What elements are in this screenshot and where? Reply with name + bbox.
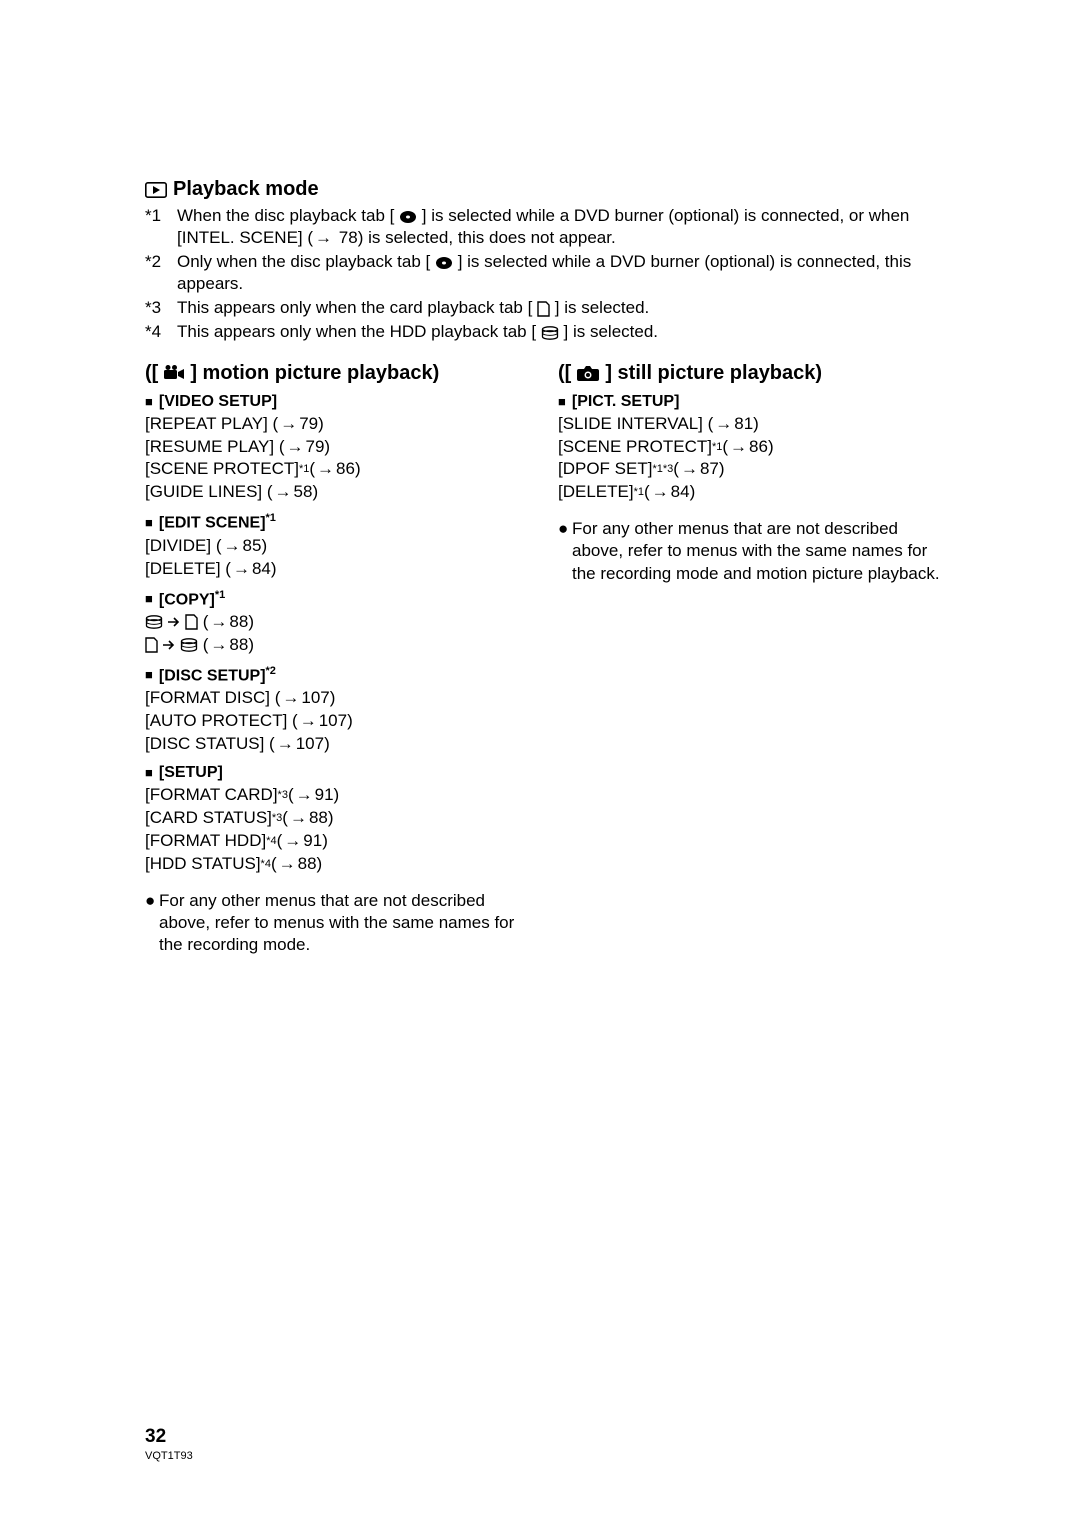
menu-item: [SLIDE INTERVAL] (→ 81) <box>558 413 945 436</box>
hdd-icon <box>180 638 198 652</box>
disc-icon <box>399 210 417 224</box>
card-icon <box>145 637 158 653</box>
copy-heading: ■[COPY]*1 <box>145 589 532 609</box>
footnotes: *1 When the disc playback tab [ ] is sel… <box>145 205 945 344</box>
menu-item: [DPOF SET]*1*3 (→ 87) <box>558 458 945 481</box>
arrow-icon: → <box>317 458 334 481</box>
right-arrow-icon <box>167 616 181 628</box>
arrow-icon: → <box>275 481 292 504</box>
menu-item: [SCENE PROTECT]*1 (→ 86) <box>558 436 945 459</box>
left-note-text: For any other menus that are not describ… <box>159 890 532 956</box>
camera-icon <box>577 365 599 381</box>
left-column: ([ ] motion picture playback) ■[VIDEO SE… <box>145 356 532 956</box>
menu-item: [GUIDE LINES] (→ 58) <box>145 481 532 504</box>
menu-item: [DIVIDE] (→ 85) <box>145 535 532 558</box>
right-arrow-icon <box>162 639 176 651</box>
footnote-4: *4 This appears only when the HDD playba… <box>145 321 945 343</box>
hdd-icon <box>145 615 163 629</box>
arrow-icon: → <box>315 228 332 247</box>
arrow-icon: → <box>300 710 317 733</box>
menu-item: [FORMAT CARD]*3 (→ 91) <box>145 784 532 807</box>
edit-scene-heading: ■[EDIT SCENE]*1 <box>145 512 532 532</box>
disc-setup-heading: ■[DISC SETUP]*2 <box>145 665 532 685</box>
play-icon <box>145 182 167 198</box>
arrow-icon: → <box>296 784 313 807</box>
arrow-icon: → <box>652 481 669 504</box>
arrow-icon: → <box>224 535 241 558</box>
menu-item: [DELETE]*1 (→ 84) <box>558 481 945 504</box>
menu-item: [AUTO PROTECT] (→ 107) <box>145 710 532 733</box>
page: Playback mode *1 When the disc playback … <box>0 0 1080 1526</box>
footnote-text: Only when the disc playback tab [ ] is s… <box>177 251 945 295</box>
page-number: 32 <box>145 1426 166 1448</box>
document-id: VQT1T93 <box>145 1450 193 1462</box>
bullet-icon: ● <box>145 890 159 956</box>
square-bullet-icon: ■ <box>145 591 153 606</box>
arrow-icon: → <box>279 853 296 876</box>
left-note: ● For any other menus that are not descr… <box>145 890 532 956</box>
menu-item: [SCENE PROTECT]*1 (→ 86) <box>145 458 532 481</box>
columns: ([ ] motion picture playback) ■[VIDEO SE… <box>145 356 945 956</box>
motion-picture-heading: ([ ] motion picture playback) <box>145 362 532 385</box>
square-bullet-icon: ■ <box>145 667 153 682</box>
still-picture-heading: ([ ] still picture playback) <box>558 362 945 385</box>
video-icon <box>164 365 184 381</box>
hdd-icon <box>541 326 559 340</box>
footnote-mark: *1 <box>145 205 177 249</box>
arrow-icon: → <box>730 436 747 459</box>
menu-item: [DISC STATUS] (→ 107) <box>145 733 532 756</box>
card-icon <box>537 301 550 317</box>
arrow-icon: → <box>287 436 304 459</box>
footnote-mark: *2 <box>145 251 177 295</box>
setup-heading: ■[SETUP] <box>145 764 532 782</box>
menu-item: [HDD STATUS]*4 (→ 88) <box>145 853 532 876</box>
menu-item: [CARD STATUS]*3 (→ 88) <box>145 807 532 830</box>
arrow-icon: → <box>282 687 299 710</box>
menu-item: [REPEAT PLAY] (→ 79) <box>145 413 532 436</box>
arrow-icon: → <box>715 413 732 436</box>
footnote-mark: *4 <box>145 321 177 343</box>
pict-setup-heading: ■[PICT. SETUP] <box>558 393 945 411</box>
arrow-icon: → <box>284 830 301 853</box>
footnote-3: *3 This appears only when the card playb… <box>145 297 945 319</box>
right-note: ● For any other menus that are not descr… <box>558 518 945 584</box>
video-setup-heading: ■[VIDEO SETUP] <box>145 393 532 411</box>
square-bullet-icon: ■ <box>145 515 153 530</box>
square-bullet-icon: ■ <box>145 394 153 409</box>
mode-title-text: Playback mode <box>173 178 319 201</box>
footnote-2: *2 Only when the disc playback tab [ ] i… <box>145 251 945 295</box>
footnote-text: When the disc playback tab [ ] is select… <box>177 205 945 249</box>
arrow-icon: → <box>210 634 227 657</box>
menu-item: [FORMAT DISC] (→ 107) <box>145 687 532 710</box>
arrow-icon: → <box>277 733 294 756</box>
card-icon <box>185 614 198 630</box>
copy-direction-row: (→ 88) <box>145 634 532 657</box>
footnote-text: This appears only when the card playback… <box>177 297 945 319</box>
footnote-text: This appears only when the HDD playback … <box>177 321 945 343</box>
arrow-icon: → <box>233 558 250 581</box>
arrow-icon: → <box>280 413 297 436</box>
arrow-icon: → <box>290 807 307 830</box>
mode-title: Playback mode <box>145 178 945 201</box>
disc-icon <box>435 256 453 270</box>
right-column: ([ ] still picture playback) ■[PICT. SET… <box>558 356 945 956</box>
right-note-text: For any other menus that are not describ… <box>572 518 945 584</box>
menu-item: [RESUME PLAY] (→ 79) <box>145 436 532 459</box>
footnote-1: *1 When the disc playback tab [ ] is sel… <box>145 205 945 249</box>
square-bullet-icon: ■ <box>558 394 566 409</box>
footnote-mark: *3 <box>145 297 177 319</box>
menu-item: [FORMAT HDD]*4 (→ 91) <box>145 830 532 853</box>
bullet-icon: ● <box>558 518 572 584</box>
arrow-icon: → <box>210 611 227 634</box>
menu-item: [DELETE] (→ 84) <box>145 558 532 581</box>
square-bullet-icon: ■ <box>145 765 153 780</box>
copy-direction-row: (→ 88) <box>145 611 532 634</box>
arrow-icon: → <box>681 458 698 481</box>
